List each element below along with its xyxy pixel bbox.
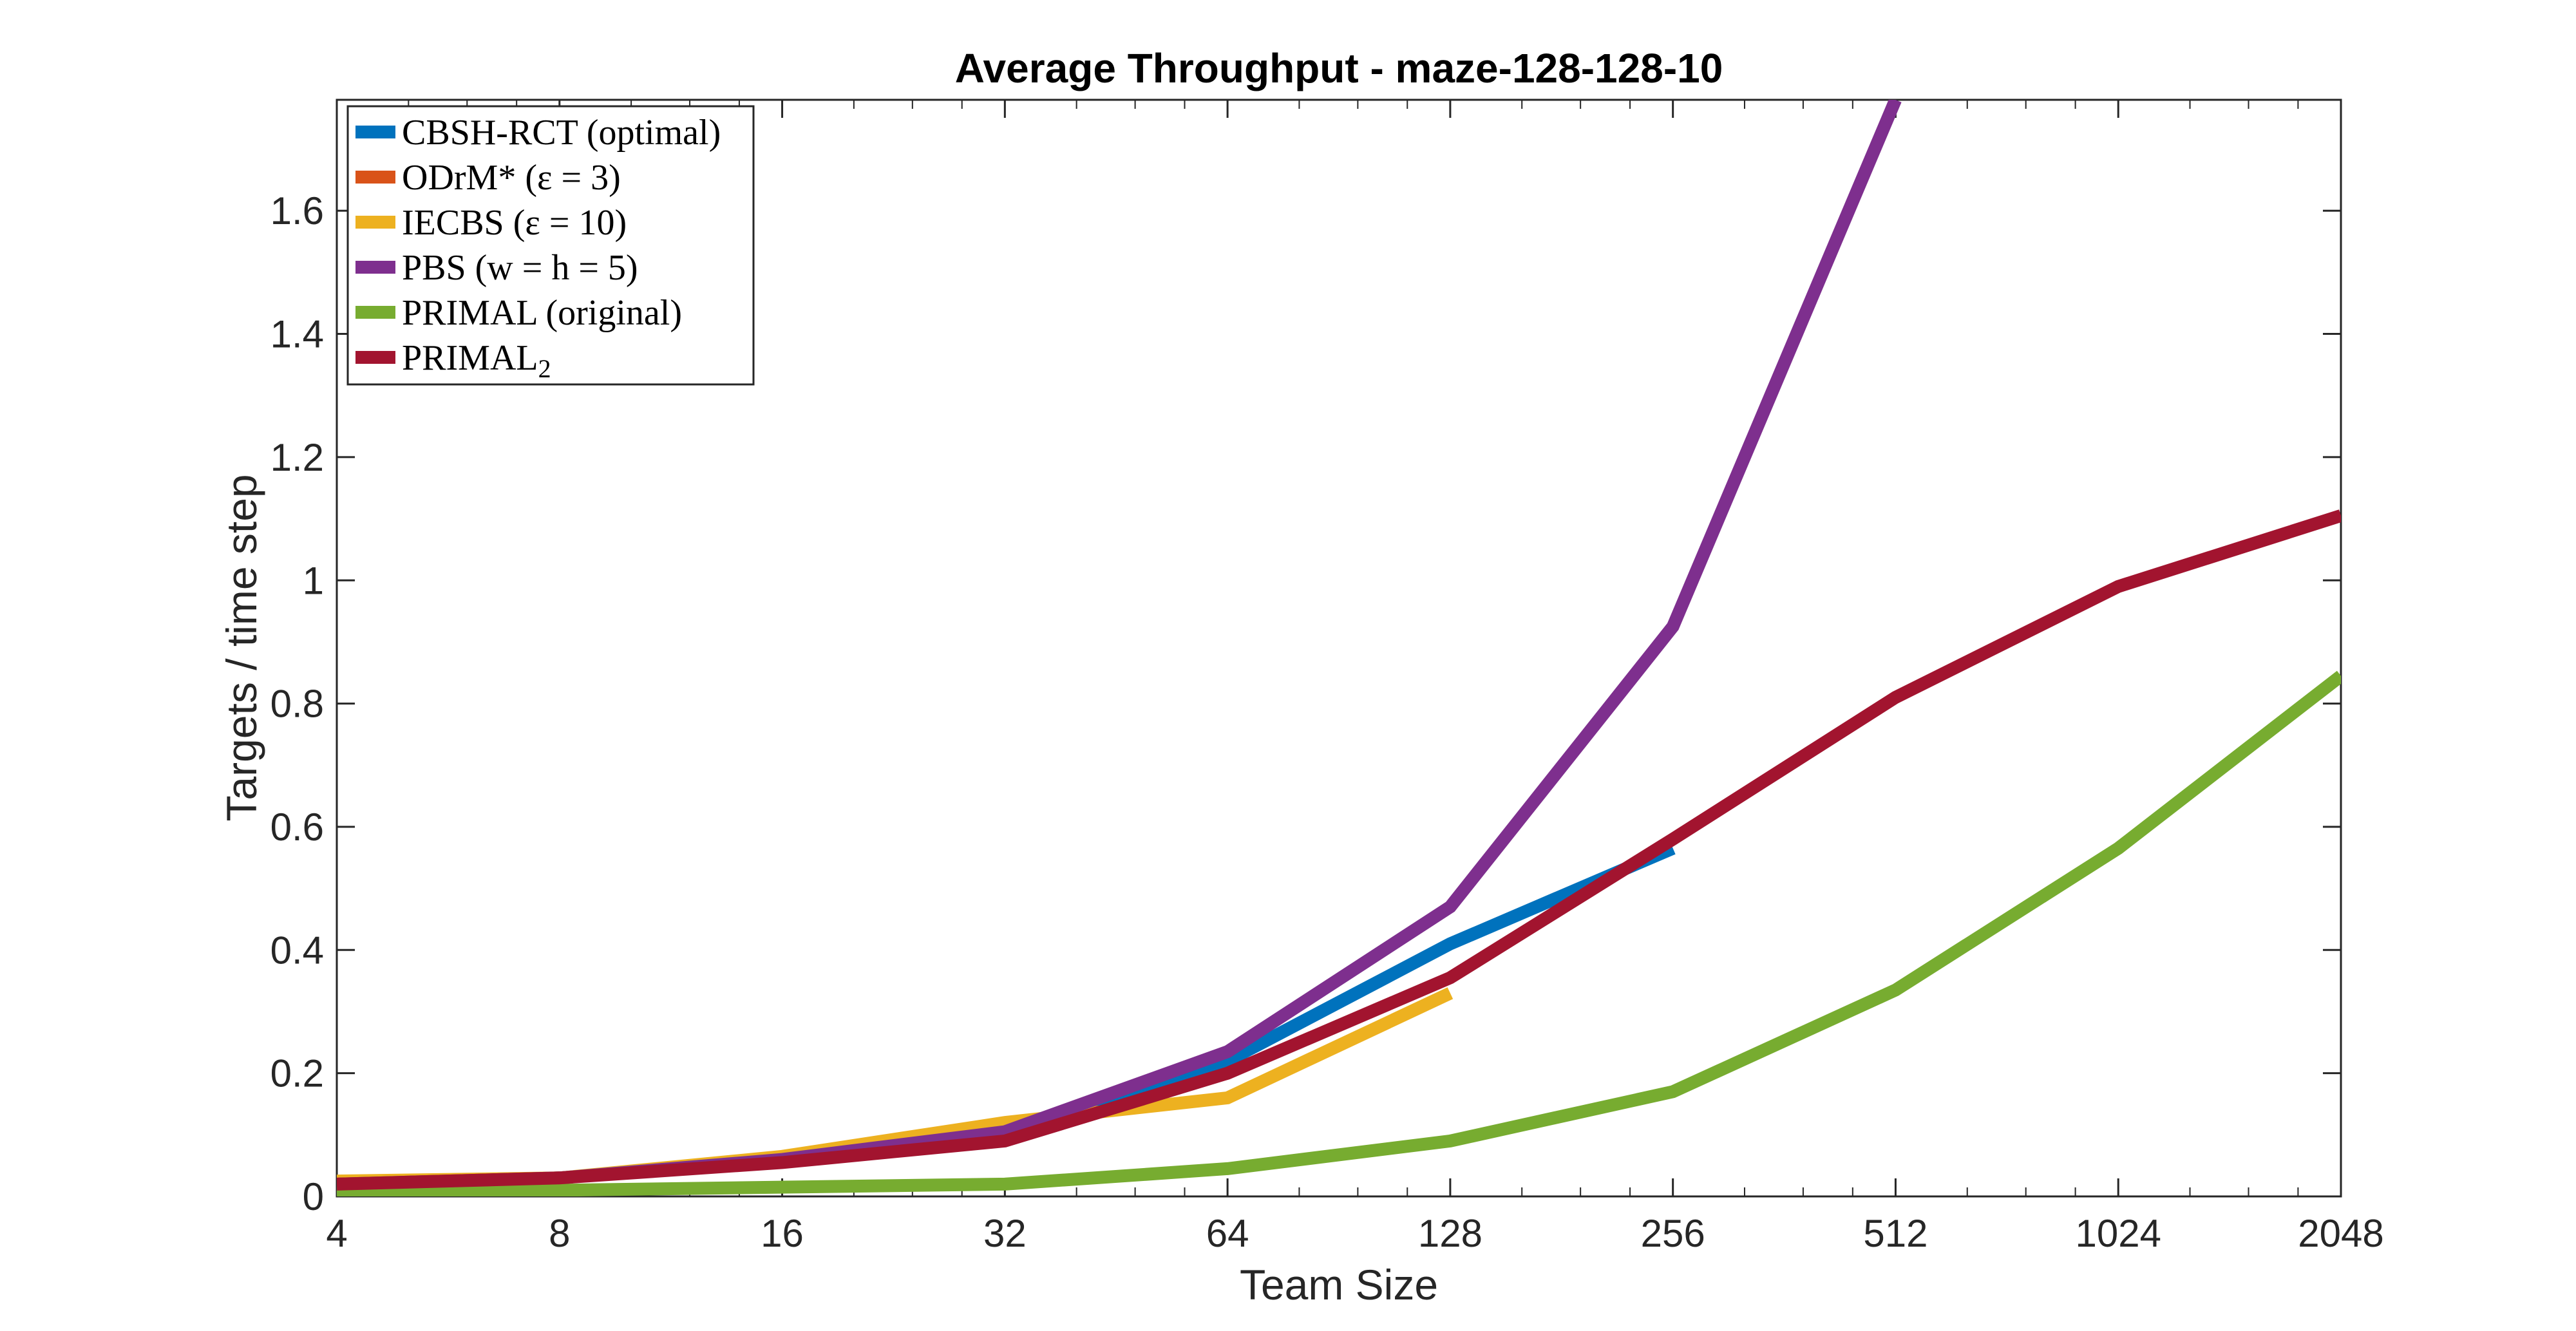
x-axis-label: Team Size — [1240, 1261, 1438, 1308]
series-line-6 — [337, 509, 2341, 1191]
legend-label: CBSH-RCT (optimal) — [402, 113, 721, 153]
y-tick-label: 0.8 — [270, 683, 324, 726]
legend-label: IECBS (ε = 10) — [402, 203, 627, 243]
x-tick-label: 16 — [761, 1212, 804, 1255]
legend-label: PRIMAL2 — [402, 338, 551, 383]
chart-title: Average Throughput - maze-128-128-10 — [955, 45, 1723, 91]
x-tick-label: 64 — [1206, 1212, 1249, 1255]
legend-swatch — [355, 261, 395, 274]
x-tick-label: 4 — [326, 1212, 347, 1255]
legend: CBSH-RCT (optimal) ODrM* (ε = 3) IECBS (ε … — [346, 105, 755, 386]
series-line-5 — [337, 670, 2341, 1196]
legend-swatch — [355, 216, 395, 229]
legend-swatch — [355, 306, 395, 319]
x-tick-label: 128 — [1418, 1212, 1482, 1255]
y-tick-label: 0 — [303, 1175, 324, 1218]
legend-label: PRIMAL (original) — [402, 293, 682, 333]
legend-swatch — [355, 171, 395, 184]
y-tick-label: 0.4 — [270, 929, 324, 972]
y-axis-label: Targets / time step — [218, 474, 265, 821]
legend-swatch — [355, 126, 395, 138]
legend-box — [346, 105, 755, 386]
y-tick-label: 1.4 — [270, 313, 324, 356]
x-tick-label: 1024 — [2075, 1212, 2161, 1255]
x-tick-label: 2048 — [2298, 1212, 2383, 1255]
y-tick-label: 1 — [303, 559, 324, 602]
x-tick-label: 8 — [549, 1212, 570, 1255]
x-tick-label: 512 — [1863, 1212, 1927, 1255]
y-tick-label: 1.6 — [270, 189, 324, 232]
y-tick-label: 1.2 — [270, 436, 324, 479]
x-tick-label: 256 — [1641, 1212, 1705, 1255]
y-tick-label: 0.2 — [270, 1052, 324, 1095]
y-tick-label: 0.6 — [270, 806, 324, 849]
series-layer — [337, 100, 2341, 1196]
legend-label: PBS (w = h = 5) — [402, 248, 638, 288]
x-tick-label: 32 — [983, 1212, 1027, 1255]
legend-label: ODrM* (ε = 3) — [402, 158, 621, 198]
legend-swatch — [355, 351, 395, 364]
axis-ticks: 4 8 16 32 64 128 256 512 1024 2048 0 0.2 0.4 0.6 0.8 1 1… — [270, 100, 2384, 1255]
